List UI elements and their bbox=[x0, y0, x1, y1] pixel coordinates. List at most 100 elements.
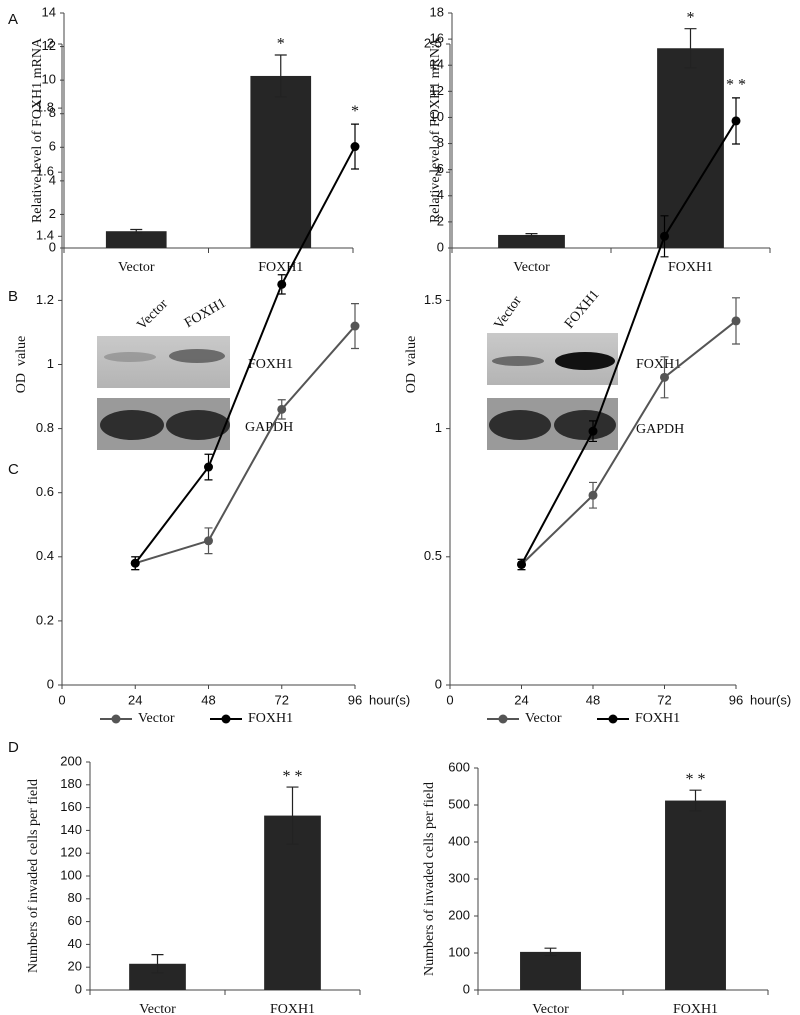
x-tick-label: 72 bbox=[657, 692, 671, 707]
y-tick-label: 12 bbox=[430, 83, 444, 98]
band-label: GAPDH bbox=[245, 420, 293, 435]
y-tick-label: 1.5 bbox=[424, 292, 442, 307]
blot-right: Vector FOXH1 FOXH1 GAPDH bbox=[487, 287, 684, 450]
legend-marker bbox=[498, 714, 508, 724]
y-tick-label: 0 bbox=[49, 239, 56, 254]
x-tick-label: Vector bbox=[118, 260, 155, 275]
error-bar bbox=[689, 789, 702, 812]
y-tick-label: 14 bbox=[430, 57, 444, 72]
y-tick-label: 1 bbox=[435, 420, 442, 435]
x-tick-label: 96 bbox=[348, 692, 362, 707]
y-tick-label: 200 bbox=[60, 753, 82, 768]
legend-label: Vector bbox=[138, 711, 175, 726]
series-line bbox=[520, 320, 737, 566]
bar bbox=[105, 231, 167, 248]
y-tick-label: 16 bbox=[430, 31, 444, 46]
legend-label: Vector bbox=[525, 711, 562, 726]
x-tick-label: FOXH1 bbox=[270, 1002, 315, 1015]
blot-band bbox=[555, 352, 615, 370]
y-tick-label: 20 bbox=[68, 959, 82, 974]
y-tick-label: 0 bbox=[435, 676, 442, 691]
y-tick-label: 0.4 bbox=[36, 548, 54, 563]
bar bbox=[250, 75, 312, 248]
y-tick-label: 2 bbox=[49, 206, 56, 221]
point bbox=[517, 559, 526, 569]
lane-label: Vector bbox=[134, 296, 171, 333]
y-tick-label: 100 bbox=[448, 944, 470, 959]
legend-label: FOXH1 bbox=[635, 711, 680, 726]
blot-band bbox=[554, 410, 616, 440]
legend-marker bbox=[111, 714, 121, 724]
point bbox=[204, 536, 213, 546]
y-axis-label: Numbers of invaded cells per field bbox=[26, 779, 41, 973]
y-tick-label: 8 bbox=[49, 105, 56, 120]
point bbox=[660, 372, 669, 382]
x-tick-label: FOXH1 bbox=[668, 260, 713, 275]
y-tick-label: 200 bbox=[448, 907, 470, 922]
panel-label: C bbox=[8, 461, 19, 478]
point bbox=[731, 316, 741, 326]
x-tick-label: 0 bbox=[446, 692, 453, 707]
lane-label: FOXH1 bbox=[562, 287, 602, 331]
point bbox=[130, 558, 140, 568]
blot-band bbox=[100, 410, 164, 440]
y-tick-label: 40 bbox=[68, 936, 82, 951]
point bbox=[204, 462, 213, 472]
panel-label: B bbox=[8, 288, 18, 305]
y-tick-label: 400 bbox=[448, 833, 470, 848]
point bbox=[731, 116, 741, 126]
y-tick-label: 300 bbox=[448, 870, 470, 885]
y-axis-label: OD value bbox=[404, 336, 419, 394]
x-axis-label: hour(s) bbox=[750, 692, 791, 707]
x-tick-label: 24 bbox=[514, 692, 528, 707]
point bbox=[277, 404, 287, 414]
lane-label: Vector bbox=[492, 293, 525, 332]
blot-band bbox=[166, 410, 230, 440]
blot-band bbox=[492, 356, 544, 366]
y-tick-label: 140 bbox=[60, 822, 82, 837]
blot-band bbox=[489, 410, 551, 440]
y-tick-label: 4 bbox=[437, 187, 444, 202]
blot-band bbox=[104, 352, 156, 362]
bar bbox=[665, 800, 726, 990]
annotation: * * bbox=[686, 771, 706, 788]
x-tick-label: Vector bbox=[513, 260, 550, 275]
legend-marker bbox=[221, 714, 231, 724]
y-tick-label: 2 bbox=[47, 35, 54, 50]
y-tick-label: 1.2 bbox=[36, 292, 54, 307]
point bbox=[350, 142, 360, 152]
y-tick-label: 0.6 bbox=[36, 484, 54, 499]
band-label: GAPDH bbox=[636, 422, 684, 437]
annotation: * bbox=[351, 103, 359, 120]
error-bar bbox=[544, 947, 557, 957]
x-tick-label: 48 bbox=[586, 692, 600, 707]
band-label: FOXH1 bbox=[248, 357, 293, 372]
y-tick-label: 18 bbox=[430, 4, 444, 19]
y-tick-label: 1 bbox=[47, 356, 54, 371]
x-tick-label: Vector bbox=[139, 1002, 176, 1015]
bar bbox=[520, 951, 581, 990]
x-tick-label: 0 bbox=[58, 692, 65, 707]
error-bar bbox=[525, 233, 538, 237]
y-tick-label: 10 bbox=[430, 109, 444, 124]
y-tick-label: 500 bbox=[448, 796, 470, 811]
annotation: * * bbox=[283, 768, 303, 785]
annotation: * bbox=[277, 36, 285, 53]
error-bar bbox=[130, 228, 143, 234]
y-tick-label: 120 bbox=[60, 845, 82, 860]
x-tick-label: FOXH1 bbox=[673, 1002, 718, 1015]
y-tick-label: 80 bbox=[68, 890, 82, 905]
x-tick-label: FOXH1 bbox=[258, 260, 303, 275]
band-label: FOXH1 bbox=[636, 357, 681, 372]
y-tick-label: 180 bbox=[60, 776, 82, 791]
y-tick-label: 0 bbox=[75, 981, 82, 996]
y-tick-label: 2 bbox=[437, 213, 444, 228]
y-axis-label: Relative level of FOXH1 mRNA bbox=[428, 37, 443, 223]
error-bar bbox=[151, 954, 164, 974]
series-line bbox=[520, 120, 737, 565]
bar bbox=[498, 234, 565, 248]
y-tick-label: 0 bbox=[47, 676, 54, 691]
bar bbox=[657, 48, 724, 248]
x-tick-label: 96 bbox=[729, 692, 743, 707]
y-tick-label: 0.2 bbox=[36, 612, 54, 627]
